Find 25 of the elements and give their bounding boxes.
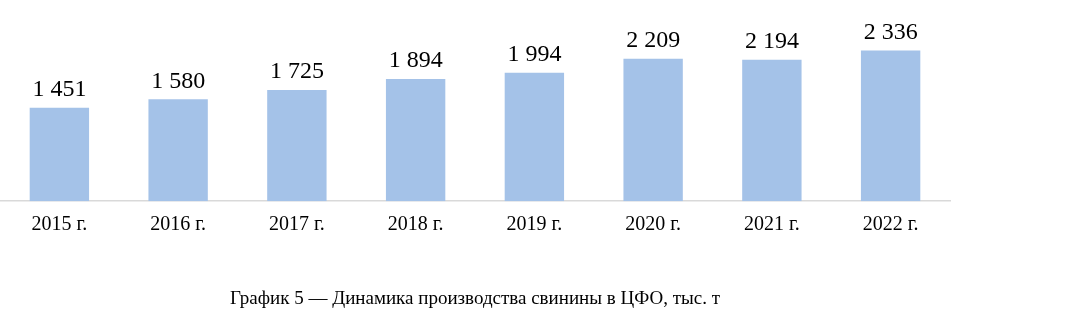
bar xyxy=(267,89,327,202)
bar xyxy=(504,72,565,202)
data-label: 2 194 xyxy=(744,27,799,54)
data-label: 1 580 xyxy=(151,66,206,93)
x-tick-label: 2020 г. xyxy=(625,212,682,235)
bar xyxy=(29,107,90,202)
bar xyxy=(148,99,208,202)
data-label: 2 336 xyxy=(863,17,918,44)
x-tick-label: 2021 г. xyxy=(743,212,800,235)
bar xyxy=(385,79,446,202)
x-tick-label: 2016 г. xyxy=(150,212,207,235)
text: График 5 — Динамика производства свинины в ЦФО, тыс. т xyxy=(230,286,721,308)
x-tick-label: 2019 г. xyxy=(506,212,563,235)
bar xyxy=(623,58,683,202)
x-tick-label: 2015 г. xyxy=(31,212,88,235)
data-label: 1 451 xyxy=(32,74,87,101)
x-tick-label: 2018 г. xyxy=(387,212,444,235)
x-tick-label: 2017 г. xyxy=(268,212,325,235)
bar xyxy=(860,50,921,202)
data-label: 1 994 xyxy=(507,39,562,66)
data-label: 1 725 xyxy=(269,57,324,84)
data-label: 2 209 xyxy=(626,26,681,53)
x-tick-label: 2022 г. xyxy=(862,212,919,235)
data-label: 1 894 xyxy=(388,46,443,73)
bar xyxy=(742,59,802,202)
